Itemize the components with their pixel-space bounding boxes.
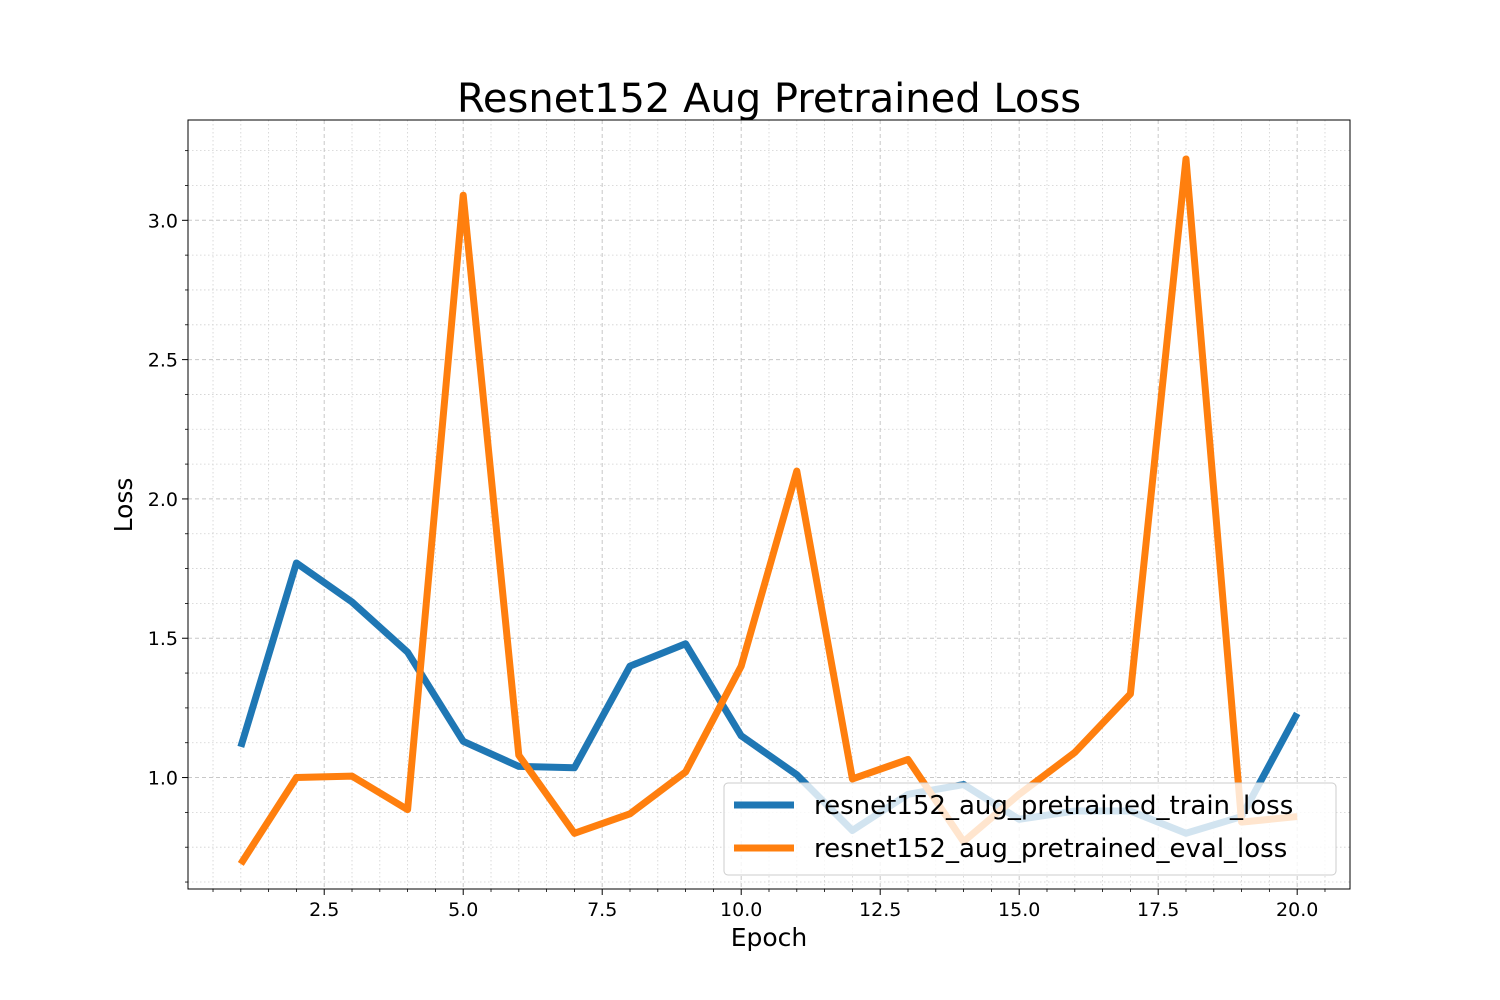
y-tick-label: 1.0 — [148, 768, 178, 790]
legend: resnet152_aug_pretrained_train_loss resn… — [723, 782, 1337, 876]
y-tick-label: 3.0 — [148, 210, 178, 232]
x-tick-label: 10.0 — [720, 899, 762, 921]
x-tick-label: 5.0 — [448, 899, 478, 921]
y-axis-label: Loss — [109, 478, 138, 533]
ticks-layer: 2.5 5.0 7.5 10.0 12.5 15.0 17.5 20.0 1.0 1.5 2.0 2.… — [148, 150, 1326, 921]
legend-box — [723, 782, 1337, 876]
legend-label-eval-loss: resnet152_aug_pretrained_eval_loss — [814, 834, 1287, 864]
y-tick-label: 2.0 — [148, 489, 178, 511]
y-tick-label: 1.5 — [148, 628, 178, 650]
x-tick-label: 2.5 — [309, 899, 339, 921]
x-axis-label: Epoch — [731, 923, 808, 952]
legend-label-train-loss: resnet152_aug_pretrained_train_loss — [814, 791, 1293, 821]
series-line-eval-loss — [237, 155, 1298, 866]
x-tick-label: 15.0 — [998, 899, 1040, 921]
x-tick-label: 7.5 — [587, 899, 617, 921]
y-tick-label: 2.5 — [148, 350, 178, 372]
x-tick-label: 20.0 — [1276, 899, 1318, 921]
x-tick-label: 17.5 — [1137, 899, 1179, 921]
chart-title: Resnet152 Aug Pretrained Loss — [457, 76, 1081, 122]
x-tick-label: 12.5 — [859, 899, 901, 921]
major-grid — [188, 120, 1350, 889]
